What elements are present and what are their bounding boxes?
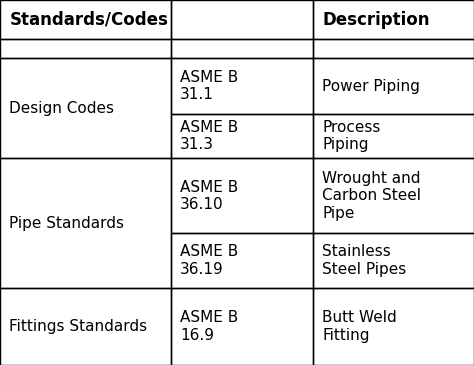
Bar xyxy=(171,0,313,39)
Bar xyxy=(171,288,313,365)
Bar xyxy=(171,39,313,58)
Text: ASME B
31.3: ASME B 31.3 xyxy=(180,120,238,152)
Bar xyxy=(0,158,171,288)
Bar xyxy=(313,288,474,365)
Bar xyxy=(313,114,474,158)
Text: Butt Weld
Fitting: Butt Weld Fitting xyxy=(322,311,397,343)
Text: ASME B
36.10: ASME B 36.10 xyxy=(180,180,238,212)
Bar xyxy=(313,158,474,233)
Text: Description: Description xyxy=(322,11,430,28)
Text: ASME B
31.1: ASME B 31.1 xyxy=(180,70,238,102)
Text: Fittings Standards: Fittings Standards xyxy=(9,319,147,334)
Bar xyxy=(313,39,474,58)
Text: Power Piping: Power Piping xyxy=(322,78,420,93)
Bar xyxy=(313,0,474,39)
Text: ASME B
36.19: ASME B 36.19 xyxy=(180,245,238,277)
Text: Stainless
Steel Pipes: Stainless Steel Pipes xyxy=(322,245,407,277)
Text: Process
Piping: Process Piping xyxy=(322,120,381,152)
Bar xyxy=(0,39,171,58)
Bar xyxy=(0,288,171,365)
Text: ASME B
16.9: ASME B 16.9 xyxy=(180,311,238,343)
Bar xyxy=(171,233,313,288)
Bar xyxy=(313,58,474,114)
Bar xyxy=(171,158,313,233)
Bar xyxy=(171,114,313,158)
Bar xyxy=(171,58,313,114)
Text: Standards/Codes: Standards/Codes xyxy=(9,11,168,28)
Bar xyxy=(0,0,171,39)
Text: Wrought and
Carbon Steel
Pipe: Wrought and Carbon Steel Pipe xyxy=(322,171,421,220)
Text: Design Codes: Design Codes xyxy=(9,101,115,116)
Bar xyxy=(313,233,474,288)
Bar xyxy=(0,58,171,158)
Text: Pipe Standards: Pipe Standards xyxy=(9,216,125,231)
